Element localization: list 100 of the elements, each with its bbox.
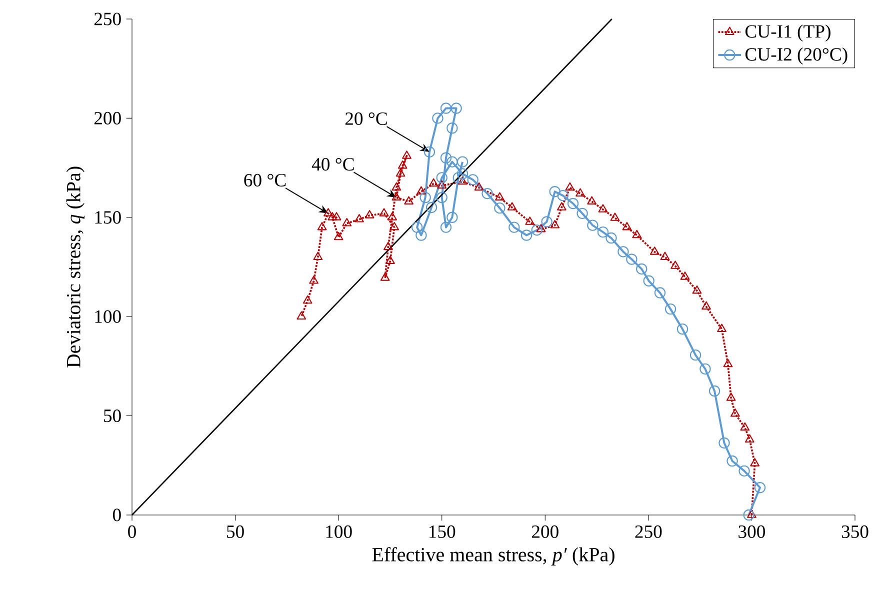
point — [458, 176, 468, 185]
point — [692, 285, 702, 294]
point — [664, 303, 676, 315]
point — [556, 202, 566, 210]
point — [587, 220, 598, 231]
point — [702, 301, 711, 310]
x-tick-label: 200 — [532, 525, 558, 538]
point — [495, 192, 504, 200]
point — [302, 295, 312, 304]
y-tick-label: 200 — [94, 112, 121, 124]
point — [660, 252, 670, 260]
point — [650, 246, 660, 255]
point — [450, 102, 462, 114]
point — [446, 122, 458, 134]
annotation: 40 °C — [312, 158, 354, 171]
point — [426, 202, 438, 214]
point — [420, 192, 431, 204]
point — [536, 224, 546, 232]
point — [436, 192, 448, 204]
point — [520, 230, 532, 241]
point — [446, 156, 458, 168]
y-tick-label: 150 — [95, 211, 121, 224]
point — [364, 210, 374, 218]
point — [576, 188, 585, 197]
point — [610, 212, 620, 221]
x-tick-label: 350 — [842, 525, 868, 538]
point — [670, 260, 680, 269]
point — [404, 196, 414, 204]
y-tick-label: 50 — [104, 409, 121, 422]
point — [654, 287, 666, 298]
point — [494, 202, 506, 214]
point — [392, 192, 402, 200]
point — [622, 222, 632, 230]
point — [416, 230, 427, 241]
point — [743, 509, 754, 521]
point — [474, 182, 484, 191]
point — [317, 222, 327, 230]
point — [396, 168, 406, 177]
point — [440, 152, 452, 164]
point — [550, 220, 560, 228]
point — [541, 216, 552, 228]
x-tick-label: 50 — [227, 525, 244, 538]
point — [626, 254, 638, 265]
point — [411, 222, 423, 233]
y-tick-label: 100 — [95, 310, 121, 323]
point — [296, 311, 306, 320]
point — [388, 212, 397, 220]
point — [334, 232, 344, 240]
point — [456, 156, 468, 168]
x-tick-label: 0 — [128, 525, 136, 538]
point — [690, 349, 702, 361]
point — [437, 180, 447, 189]
point — [754, 482, 766, 494]
point — [309, 276, 318, 284]
point — [606, 232, 617, 244]
point — [708, 385, 720, 397]
point — [467, 174, 478, 186]
point — [636, 263, 648, 275]
legend-label: CU-I2 (20°C) — [745, 48, 848, 64]
point — [717, 324, 726, 332]
point — [744, 434, 754, 443]
point — [738, 465, 750, 477]
point — [380, 272, 390, 281]
point — [565, 182, 575, 191]
point — [446, 212, 458, 223]
point — [332, 212, 342, 220]
point — [576, 208, 588, 220]
point — [402, 150, 412, 159]
point — [632, 230, 642, 238]
point — [598, 204, 608, 212]
point — [597, 226, 609, 238]
point — [416, 186, 426, 195]
point — [730, 408, 740, 417]
point — [557, 190, 569, 202]
point — [747, 510, 756, 518]
point — [456, 168, 468, 180]
point — [436, 172, 448, 184]
point — [424, 146, 436, 158]
point — [324, 208, 333, 216]
x-tick-label: 150 — [429, 525, 456, 538]
point — [723, 358, 733, 368]
point — [507, 202, 517, 210]
point — [398, 160, 408, 169]
point — [676, 323, 688, 335]
x-tick-label: 300 — [738, 525, 765, 538]
point — [392, 182, 402, 191]
point — [313, 252, 323, 260]
point — [549, 186, 560, 198]
point — [680, 272, 690, 280]
point — [452, 172, 464, 184]
point — [386, 256, 395, 264]
point — [342, 218, 352, 226]
legend-label: CU-I1 (TP) — [745, 24, 830, 42]
x-tick-label: 100 — [326, 525, 352, 538]
y-tick-label: 0 — [112, 508, 121, 522]
y-axis-title: Deviatoric stress, q (kPa) — [66, 166, 84, 368]
point — [618, 246, 629, 258]
point — [587, 196, 597, 204]
point — [428, 178, 438, 187]
point — [379, 208, 389, 216]
